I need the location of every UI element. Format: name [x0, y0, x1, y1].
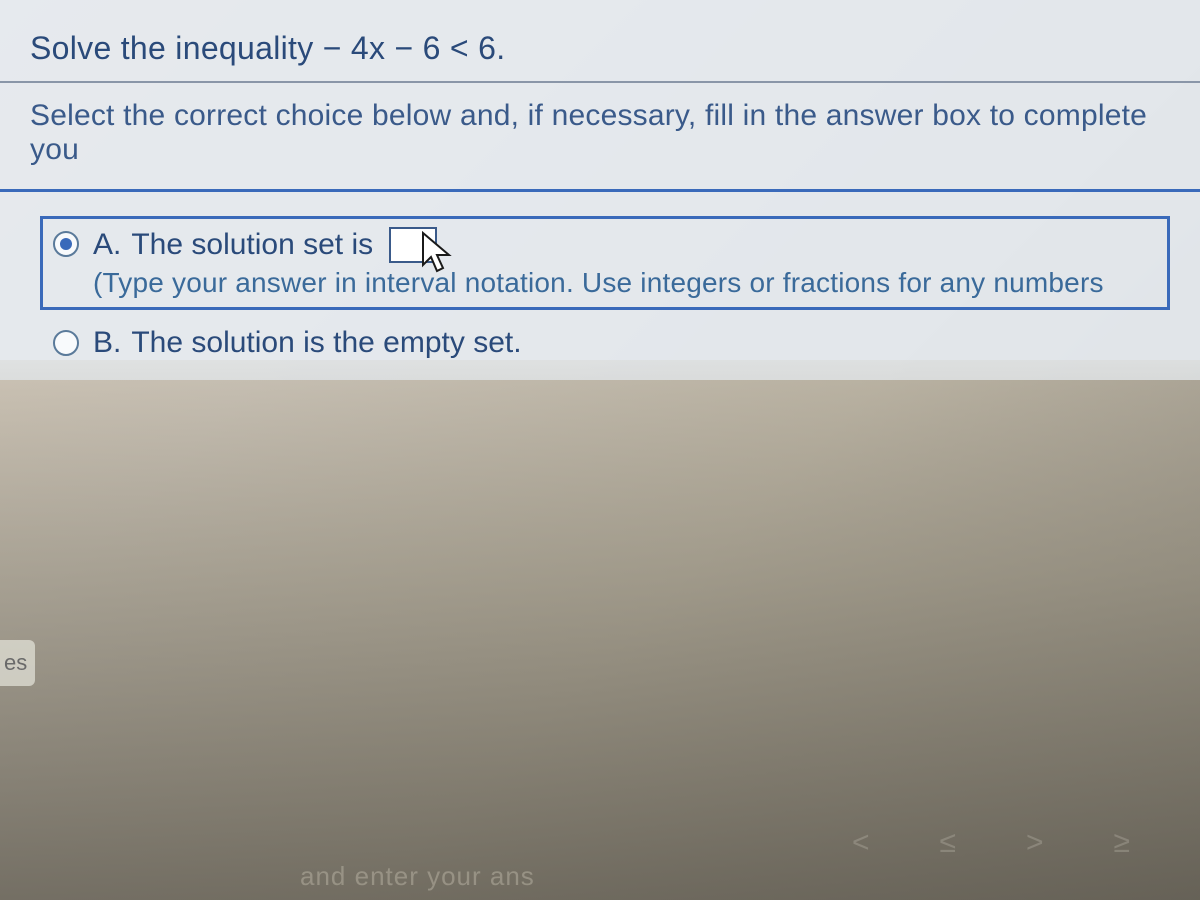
choice-a-letter: A. [93, 228, 121, 262]
footer-hint: and enter your ans [300, 861, 535, 892]
radio-a-dot [60, 238, 72, 250]
choice-b-letter: B. [93, 326, 121, 360]
choices-section: A. The solution set is (Type your answer… [0, 192, 1200, 380]
answer-input-box[interactable] [389, 227, 437, 263]
choice-a-text: The solution set is [131, 228, 373, 262]
choice-a-row[interactable]: A. The solution set is (Type your answer… [40, 216, 1170, 310]
instruction-section: Select the correct choice below and, if … [0, 83, 1200, 192]
question-panel: Solve the inequality − 4x − 6 < 6. Selec… [0, 0, 1200, 380]
gt-icon[interactable]: > [1026, 826, 1044, 860]
math-toolbar: < ≤ > ≥ [852, 826, 1130, 860]
side-tab[interactable]: es [0, 640, 35, 686]
question-section: Solve the inequality − 4x − 6 < 6. [0, 0, 1200, 83]
choice-a-hint: (Type your answer in interval notation. … [93, 267, 1157, 299]
choice-a-line: A. The solution set is [93, 227, 1157, 263]
question-prompt: Solve the inequality − 4x − 6 < 6. [30, 30, 1170, 67]
choice-a-body: A. The solution set is (Type your answer… [93, 227, 1157, 299]
background-fade [0, 360, 1200, 900]
ge-icon[interactable]: ≥ [1114, 826, 1130, 860]
le-icon[interactable]: ≤ [940, 826, 956, 860]
radio-a[interactable] [53, 231, 79, 257]
instruction-text: Select the correct choice below and, if … [30, 99, 1170, 167]
choice-b-text: The solution is the empty set. [131, 326, 521, 360]
radio-b[interactable] [53, 330, 79, 356]
choice-b-line: B. The solution is the empty set. [93, 326, 1157, 360]
lt-icon[interactable]: < [852, 826, 870, 860]
choice-b-body: B. The solution is the empty set. [93, 326, 1157, 360]
